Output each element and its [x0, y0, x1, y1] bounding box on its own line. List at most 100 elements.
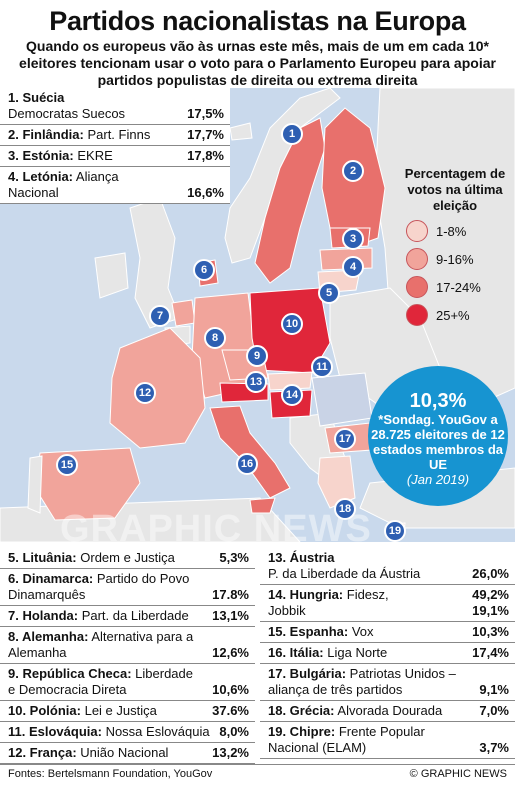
entry-name: 17. Bulgária:	[268, 666, 347, 681]
entry-value: 9,1%	[479, 682, 509, 697]
entry-party: Alternativa para a Alemanha	[8, 629, 194, 660]
entry-row: 18. Grécia: Alvorada Dourada 7,0%	[260, 701, 515, 722]
marker-15: 15	[56, 454, 78, 476]
entry-row: 12. França: União Nacional 13,2%	[0, 743, 255, 764]
footer-divider	[0, 764, 515, 765]
legend-item: 17-24%	[406, 276, 510, 298]
entry-name: 12. França:	[8, 745, 77, 760]
entry-value: 10,6%	[212, 682, 249, 697]
entry-value: 17,5%	[187, 106, 224, 121]
entry-value: 49,2%	[472, 587, 509, 602]
entry-party: Partido do Povo Dinamarquês	[8, 571, 190, 602]
entry-row: 2. Finlândia: Part. Finns 17,7%	[0, 125, 230, 146]
entry-name: 13. Áustria	[268, 550, 335, 565]
legend-item: 9-16%	[406, 248, 510, 270]
marker-11: 11	[311, 356, 333, 378]
marker-12: 12	[134, 382, 156, 404]
marker-9: 9	[246, 345, 268, 367]
entry-row: 8. Alemanha: Alternativa para a Alemanha…	[0, 627, 255, 664]
entry-value: 7,0%	[479, 703, 509, 718]
entry-party: Frente Popular Nacional (ELAM)	[268, 724, 425, 755]
legend: Percentagem de votos na última eleição 1…	[400, 166, 510, 326]
marker-1: 1	[281, 123, 303, 145]
poll-description: *Sondag. YouGov a 28.725 eleitores de 12…	[371, 412, 505, 472]
entry-name: 2. Finlândia:	[8, 127, 84, 142]
entry-party: Democratas Suecos	[8, 106, 126, 121]
entry-row: 16. Itália: Liga Norte 17,4%	[260, 643, 515, 664]
poll-percentage: 10,3%	[409, 390, 467, 412]
entry-row: 15. Espanha: Vox 10,3%	[260, 622, 515, 643]
marker-5: 5	[318, 282, 340, 304]
marker-13: 13	[245, 371, 267, 393]
entry-party: EKRE	[77, 148, 113, 163]
entry-name: 5. Lituânia:	[8, 550, 77, 565]
entry-value: 5,3%	[219, 550, 249, 565]
entry-party: Patriotas Unidos – aliança de três parti…	[268, 666, 456, 697]
marker-10: 10	[281, 313, 303, 335]
entry-value: 17,8%	[187, 148, 224, 163]
entry-party: Nossa Eslováquia	[105, 724, 210, 739]
entry-party: Fidesz,	[346, 587, 389, 602]
marker-14: 14	[281, 384, 303, 406]
entry-value: 12,6%	[212, 645, 249, 660]
entry-party: P. da Liberdade da Áustria	[268, 566, 421, 581]
marker-18: 18	[334, 498, 356, 520]
entry-row: 14. Hungria: Fidesz, 49,2% Jobbik 19,1%	[260, 585, 515, 622]
entry-value: 13,1%	[212, 608, 249, 623]
legend-label: 17-24%	[436, 279, 481, 295]
entry-name: 11. Eslováquia:	[8, 724, 102, 739]
entry-row: 10. Polónia: Lei e Justiça 37.6%	[0, 701, 255, 722]
entry-name: 10. Polónia:	[8, 703, 81, 718]
legend-item: 1-8%	[406, 220, 510, 242]
entry-party: Alvorada Dourada	[337, 703, 443, 718]
entry-row: 11. Eslováquia: Nossa Eslováquia 8,0%	[0, 722, 255, 743]
land-iceland	[229, 122, 253, 141]
left-entries-column: 5. Lituânia: Ordem e Justiça 5,3% 6. Din…	[0, 548, 255, 764]
entry-party: Ordem e Justiça	[80, 550, 175, 565]
entry-name: 6. Dinamarca:	[8, 571, 94, 586]
legend-swatch	[406, 304, 428, 326]
marker-16: 16	[236, 453, 258, 475]
marker-2: 2	[342, 160, 364, 182]
entry-party: Lei e Justiça	[84, 703, 157, 718]
entry-value: 17,4%	[472, 645, 509, 660]
entry-value: 13,2%	[212, 745, 249, 760]
entry-row: 4. Letónia: Aliança Nacional 16,6%	[0, 167, 230, 204]
entry-party: Liga Norte	[327, 645, 388, 660]
entry-name: 8. Alemanha:	[8, 629, 89, 644]
legend-item: 25+%	[406, 304, 510, 326]
entry-row: 17. Bulgária: Patriotas Unidos – aliança…	[260, 664, 515, 701]
top-entries-box: 1. Suécia Democratas Suecos 17,5% 2. Fin…	[0, 88, 230, 204]
entry-row: 3. Estónia: EKRE 17,8%	[0, 146, 230, 167]
entry-party: Aliança Nacional	[8, 169, 119, 200]
country-italy-sicily	[249, 497, 276, 514]
entry-party: Part. da Liberdade	[81, 608, 189, 623]
page-subtitle: Quando os europeus vão às urnas este mês…	[19, 38, 496, 88]
entry-name: 18. Grécia:	[268, 703, 335, 718]
entry-value: 17.8%	[212, 587, 249, 602]
entry-party-secondary: Jobbik	[268, 603, 306, 618]
watermark: GRAPHIC NEWS	[60, 508, 372, 542]
page-title: Partidos nacionalistas na Europa	[49, 6, 466, 36]
entry-value: 26,0%	[472, 566, 509, 581]
legend-swatch	[406, 276, 428, 298]
poll-date: (Jan 2019)	[406, 472, 470, 487]
marker-8: 8	[204, 327, 226, 349]
entry-row: 13. Áustria P. da Liberdade da Áustria 2…	[260, 548, 515, 585]
marker-4: 4	[342, 256, 364, 278]
entry-row: 5. Lituânia: Ordem e Justiça 5,3%	[0, 548, 255, 569]
marker-17: 17	[334, 428, 356, 450]
entry-name: 19. Chipre:	[268, 724, 336, 739]
entry-row: 1. Suécia Democratas Suecos 17,5%	[0, 88, 230, 125]
legend-label: 9-16%	[436, 251, 474, 267]
entry-value: 37.6%	[212, 703, 249, 718]
land-ireland	[94, 252, 129, 299]
entry-row: 7. Holanda: Part. da Liberdade 13,1%	[0, 606, 255, 627]
entry-party: União Nacional	[80, 745, 169, 760]
marker-19: 19	[384, 520, 406, 542]
country-romania	[311, 372, 373, 427]
entry-party: Vox	[351, 624, 374, 639]
entry-value-secondary: 19,1%	[472, 603, 509, 618]
entry-name: 4. Letónia:	[8, 169, 74, 184]
legend-label: 1-8%	[436, 223, 467, 239]
